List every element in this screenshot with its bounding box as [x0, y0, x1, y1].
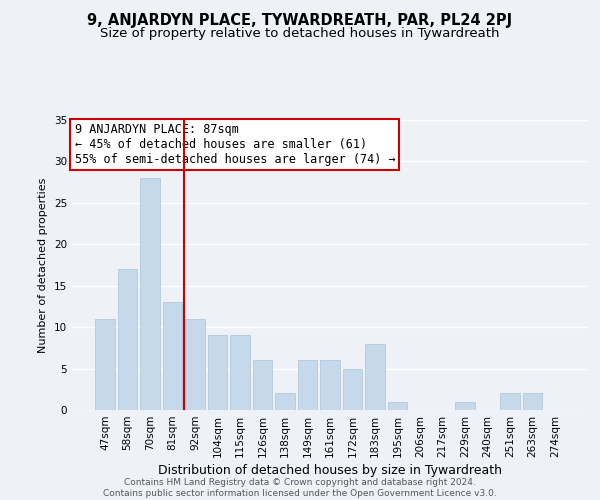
Bar: [500, 394, 520, 410]
X-axis label: Distribution of detached houses by size in Tywardreath: Distribution of detached houses by size …: [158, 464, 502, 477]
Text: 9, ANJARDYN PLACE, TYWARDREATH, PAR, PL24 2PJ: 9, ANJARDYN PLACE, TYWARDREATH, PAR, PL2…: [88, 12, 512, 28]
Bar: [140, 178, 160, 410]
Text: Contains HM Land Registry data © Crown copyright and database right 2024.
Contai: Contains HM Land Registry data © Crown c…: [103, 478, 497, 498]
Text: Size of property relative to detached houses in Tywardreath: Size of property relative to detached ho…: [100, 28, 500, 40]
Bar: [365, 344, 385, 410]
Bar: [163, 302, 182, 410]
Bar: [388, 402, 407, 410]
Bar: [208, 336, 227, 410]
Bar: [118, 269, 137, 410]
Y-axis label: Number of detached properties: Number of detached properties: [38, 178, 49, 352]
Bar: [275, 394, 295, 410]
Text: 9 ANJARDYN PLACE: 87sqm
← 45% of detached houses are smaller (61)
55% of semi-de: 9 ANJARDYN PLACE: 87sqm ← 45% of detache…: [74, 123, 395, 166]
Bar: [230, 336, 250, 410]
Bar: [298, 360, 317, 410]
Bar: [320, 360, 340, 410]
Bar: [455, 402, 475, 410]
Bar: [95, 319, 115, 410]
Bar: [523, 394, 542, 410]
Bar: [185, 319, 205, 410]
Bar: [253, 360, 272, 410]
Bar: [343, 368, 362, 410]
